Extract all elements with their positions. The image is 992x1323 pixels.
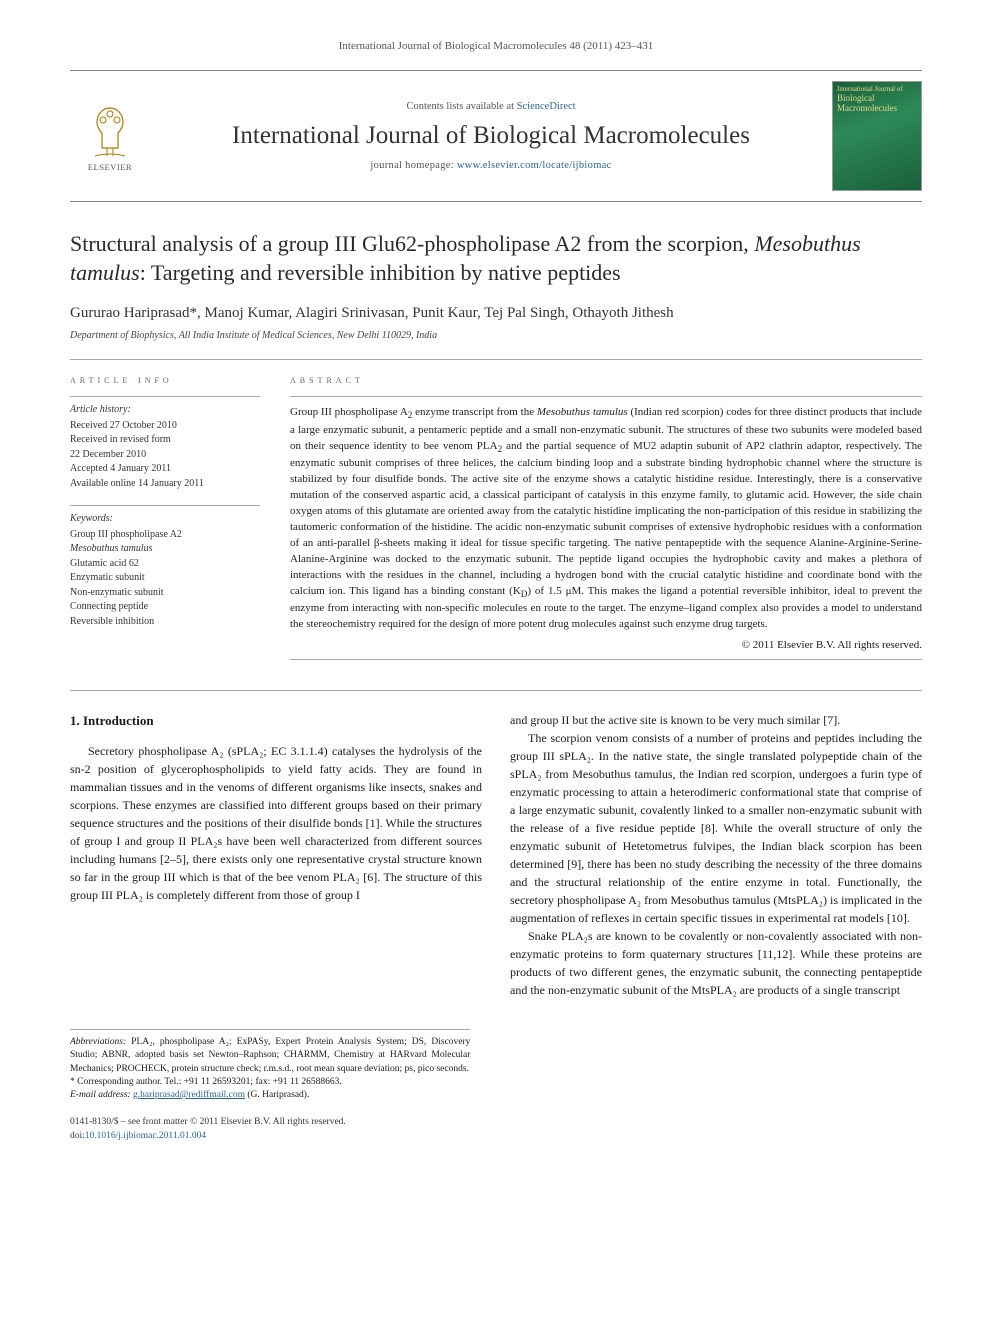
keyword: Reversible inhibition: [70, 615, 260, 630]
article-info-column: ARTICLE INFO Article history: Received 2…: [70, 374, 260, 674]
abbr-label: Abbreviations:: [70, 1037, 126, 1047]
journal-masthead: ELSEVIER Contents lists available at Sci…: [70, 70, 922, 202]
front-matter-line: 0141-8130/$ – see front matter © 2011 El…: [70, 1116, 922, 1129]
corr-text: Tel.: +91 11 26593201; fax: +91 11 26588…: [162, 1077, 342, 1087]
footnotes-block: Abbreviations: PLA₂, phospholipase A₂; E…: [70, 1029, 470, 1102]
abbreviations-footnote: Abbreviations: PLA₂, phospholipase A₂; E…: [70, 1036, 470, 1076]
keyword: Non-enzymatic subunit: [70, 586, 260, 601]
doi-link[interactable]: 10.1016/j.ijbiomac.2011.01.004: [85, 1131, 206, 1141]
history-line: Accepted 4 January 2011: [70, 462, 260, 477]
keyword: Group III phospholipase A2: [70, 528, 260, 543]
journal-homepage-url[interactable]: www.elsevier.com/locate/ijbiomac: [457, 160, 612, 171]
abs-frag: and the partial sequence of MU2 adaptin …: [290, 440, 922, 597]
doi-prefix: doi:: [70, 1131, 85, 1141]
article-history-block: Article history: Received 27 October 201…: [70, 396, 260, 491]
history-line: Received in revised form: [70, 433, 260, 448]
info-abstract-row: ARTICLE INFO Article history: Received 2…: [70, 374, 922, 674]
journal-homepage-line: journal homepage: www.elsevier.com/locat…: [158, 160, 824, 171]
keyword: Glutamic acid 62: [70, 557, 260, 572]
elsevier-wordmark: ELSEVIER: [70, 162, 150, 172]
keyword: Enzymatic subunit: [70, 571, 260, 586]
homepage-prefix: journal homepage:: [370, 160, 456, 171]
body-two-column: 1. Introduction Secretory phospholipase …: [70, 711, 922, 999]
body-paragraph: and group II but the active site is know…: [510, 711, 922, 729]
keyword: Mesobuthus tamulus: [70, 542, 260, 557]
affiliation: Department of Biophysics, All India Inst…: [70, 330, 922, 341]
contents-available-line: Contents lists available at ScienceDirec…: [158, 101, 824, 112]
email-label: E-mail address:: [70, 1090, 131, 1100]
contents-prefix: Contents lists available at: [406, 101, 516, 112]
abstract-column: ABSTRACT Group III phospholipase A2 enzy…: [290, 374, 922, 674]
history-line: Received 27 October 2010: [70, 419, 260, 434]
running-head: International Journal of Biological Macr…: [70, 40, 922, 52]
article-info-heading: ARTICLE INFO: [70, 374, 260, 386]
masthead-center: Contents lists available at ScienceDirec…: [150, 101, 832, 171]
history-line: Available online 14 January 2011: [70, 477, 260, 492]
body-paragraph: Snake PLA₂s are known to be covalently o…: [510, 927, 922, 999]
divider: [290, 659, 922, 660]
section-1-heading: 1. Introduction: [70, 711, 482, 731]
keywords-title: Keywords:: [70, 512, 260, 527]
abs-frag: Mesobuthus tamulus: [537, 406, 628, 418]
keyword: Connecting peptide: [70, 600, 260, 615]
abstract-copyright: © 2011 Elsevier B.V. All rights reserved…: [290, 639, 922, 651]
author-list: Gururao Hariprasad*, Manoj Kumar, Alagir…: [70, 305, 922, 322]
body-paragraph: The scorpion venom consists of a number …: [510, 729, 922, 927]
doi-block: 0141-8130/$ – see front matter © 2011 El…: [70, 1116, 922, 1143]
body-paragraph: Secretory phospholipase A₂ (sPLA₂; EC 3.…: [70, 742, 482, 904]
elsevier-tree-icon: [83, 100, 137, 160]
email-tail: (G. Hariprasad).: [245, 1090, 309, 1100]
journal-cover-thumbnail: International Journal of Biological Macr…: [832, 81, 922, 191]
divider: [70, 690, 922, 691]
publisher-logo-block: ELSEVIER: [70, 100, 150, 172]
cover-title-line3: Macromolecules: [837, 104, 917, 114]
body-column-right: and group II but the active site is know…: [510, 711, 922, 999]
article-title: Structural analysis of a group III Glu62…: [70, 230, 922, 287]
divider: [70, 359, 922, 360]
corr-label: * Corresponding author.: [70, 1077, 162, 1087]
history-line: 22 December 2010: [70, 448, 260, 463]
abbr-text: PLA₂, phospholipase A₂; ExPASy, Expert P…: [70, 1037, 470, 1074]
corresponding-email-link[interactable]: g.hariprasad@rediffmail.com: [133, 1090, 245, 1100]
abs-frag: Group III phospholipase A: [290, 406, 408, 418]
abstract-heading: ABSTRACT: [290, 374, 922, 386]
email-footnote: E-mail address: g.hariprasad@rediffmail.…: [70, 1089, 470, 1102]
title-pre: Structural analysis of a group III Glu62…: [70, 231, 754, 256]
title-post: : Targeting and reversible inhibition by…: [140, 260, 621, 285]
keywords-block: Keywords: Group III phospholipase A2 Mes…: [70, 505, 260, 629]
body-column-left: 1. Introduction Secretory phospholipase …: [70, 711, 482, 999]
abs-frag: enzyme transcript from the: [412, 406, 537, 418]
doi-line: doi:10.1016/j.ijbiomac.2011.01.004: [70, 1130, 922, 1143]
abstract-text: Group III phospholipase A2 enzyme transc…: [290, 405, 922, 633]
divider: [290, 396, 922, 397]
corresponding-author-footnote: * Corresponding author. Tel.: +91 11 265…: [70, 1076, 470, 1089]
sciencedirect-link[interactable]: ScienceDirect: [517, 101, 576, 112]
journal-name: International Journal of Biological Macr…: [158, 122, 824, 150]
history-title: Article history:: [70, 403, 260, 418]
